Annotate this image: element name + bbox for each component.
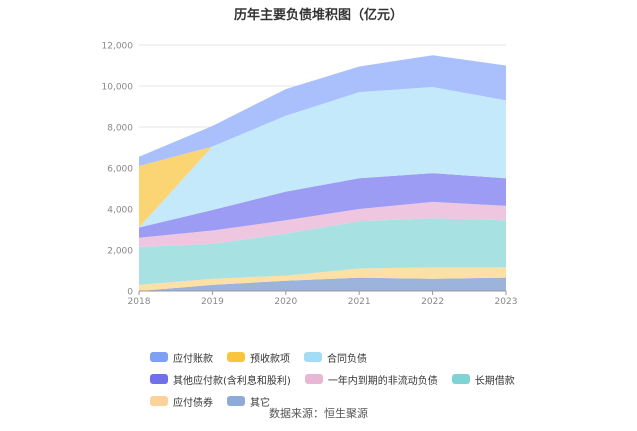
- legend-swatch: [304, 352, 322, 362]
- legend-item[interactable]: 一年内到期的非流动负债: [304, 372, 438, 387]
- x-tick-label: 2019: [201, 297, 224, 307]
- legend-swatch: [150, 396, 168, 406]
- x-tick-label: 2023: [495, 297, 518, 307]
- legend-swatch: [227, 396, 245, 406]
- y-tick-label: 2,000: [107, 247, 133, 257]
- y-tick-label: 6,000: [107, 165, 133, 175]
- area-series: [139, 173, 506, 238]
- legend-item[interactable]: 其它: [227, 394, 270, 409]
- area-series: [139, 55, 506, 166]
- y-tick-label: 0: [127, 288, 133, 298]
- legend-label: 其它: [250, 397, 270, 409]
- legend-item[interactable]: 应付债券: [150, 394, 213, 409]
- legend-item[interactable]: 应付账款: [150, 350, 213, 365]
- legend-swatch: [451, 374, 470, 384]
- area-series: [139, 201, 506, 247]
- legend-swatch: [150, 352, 168, 362]
- legend-swatch: [304, 374, 323, 384]
- area-series: [139, 87, 506, 228]
- legend-label: 其他应付款(含利息和股利): [173, 375, 291, 387]
- legend-label: 应付账款: [173, 353, 213, 365]
- legend-label: 一年内到期的非流动负债: [327, 375, 438, 387]
- y-tick-label: 4,000: [107, 206, 133, 216]
- x-tick-label: 2021: [348, 297, 371, 307]
- legend: 应付账款 预收款项 合同负债其他应付款(含利息和股利) 一年内到期的非流动负债 长期借款…: [150, 350, 530, 409]
- legend-swatch: [150, 374, 168, 384]
- x-tick-label: 2022: [421, 297, 444, 307]
- y-tick-label: 12,000: [102, 42, 134, 52]
- area-series: [139, 277, 506, 291]
- legend-item[interactable]: 合同负债: [304, 350, 367, 365]
- legend-label: 合同负债: [327, 353, 367, 365]
- legend-swatch: [227, 352, 245, 362]
- legend-item[interactable]: 预收款项: [227, 350, 290, 365]
- area-series: [139, 218, 506, 285]
- legend-label: 预收款项: [250, 353, 290, 365]
- legend-label: 长期借款: [474, 375, 515, 387]
- x-tick-label: 2020: [274, 297, 297, 307]
- y-tick-label: 10,000: [102, 83, 134, 93]
- area-series: [139, 267, 506, 291]
- legend-item[interactable]: 其他应付款(含利息和股利): [150, 372, 291, 387]
- x-tick-label: 2018: [128, 297, 151, 307]
- chart-title: 历年主要负债堆积图（亿元）: [233, 8, 403, 23]
- legend-item[interactable]: 长期借款: [451, 372, 515, 387]
- y-tick-label: 8,000: [107, 124, 133, 134]
- source-note: 数据来源：恒生聚源: [269, 407, 368, 420]
- legend-label: 应付债券: [173, 397, 213, 409]
